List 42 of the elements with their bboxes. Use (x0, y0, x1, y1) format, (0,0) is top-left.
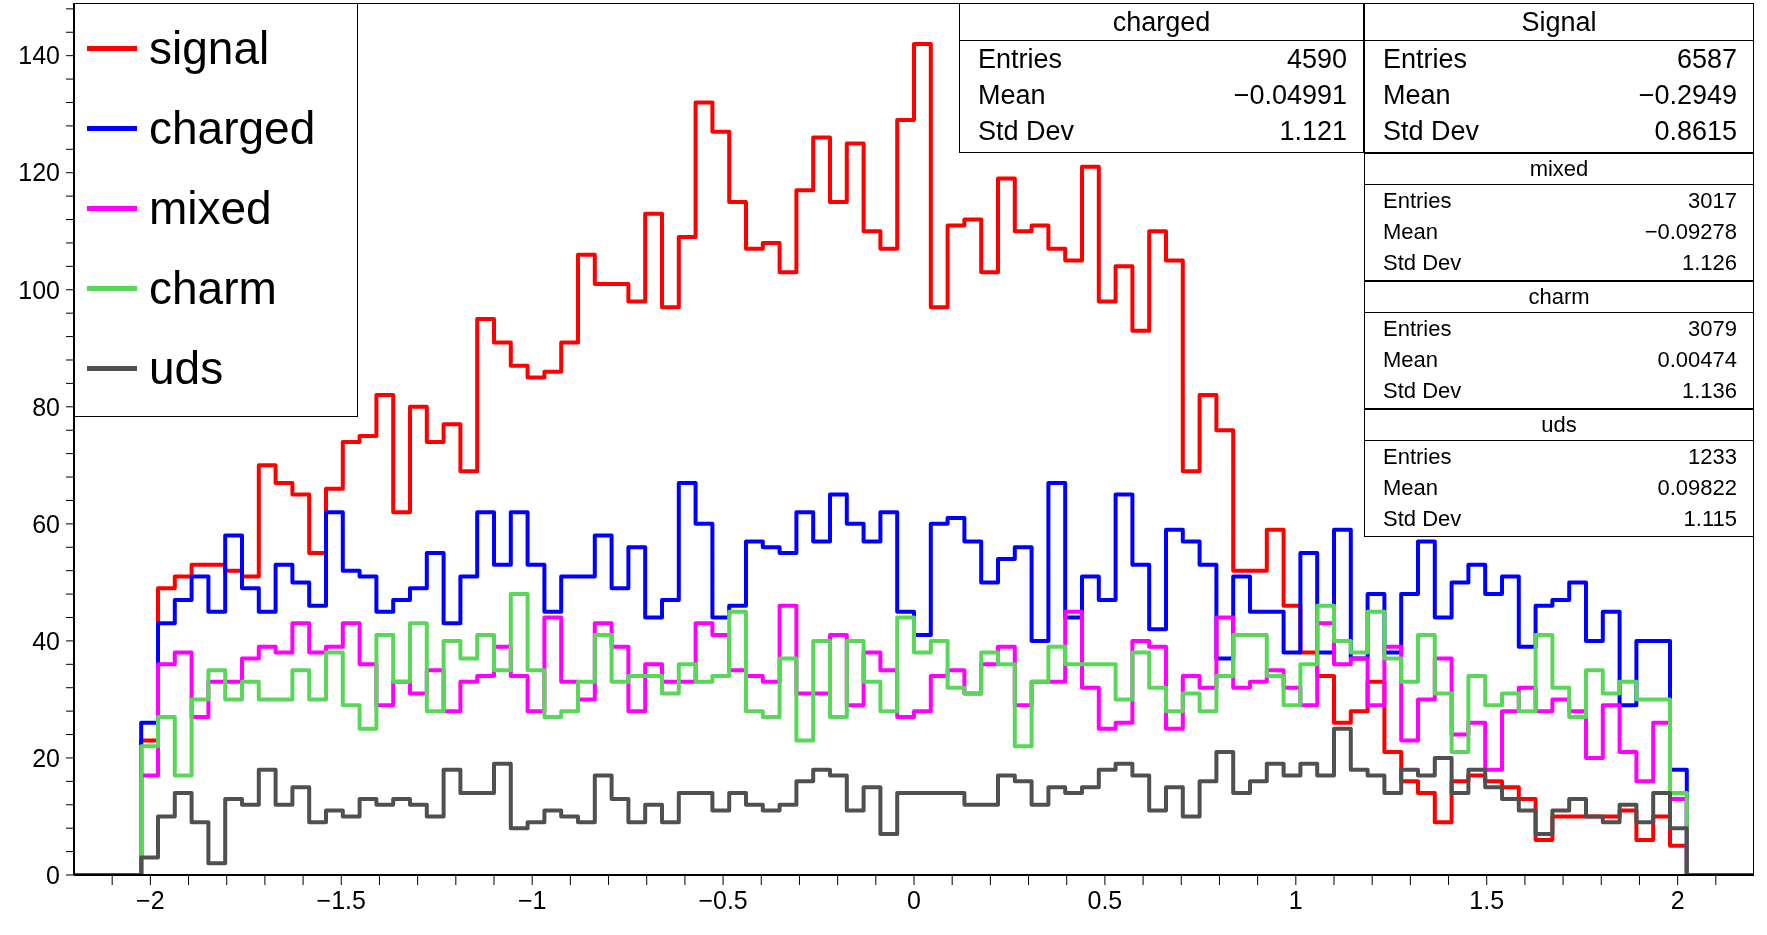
x-tick-label: −1.5 (316, 886, 366, 914)
y-tick-label: 120 (18, 158, 60, 187)
text: Mean −0.04991 (978, 80, 1347, 110)
y-tick-label: 0 (46, 860, 60, 889)
legend-label: mixed (149, 182, 272, 234)
y-tick-label: 40 (32, 626, 60, 655)
y-tick-label: 20 (32, 743, 60, 772)
text: Std Dev 0.8615 (1383, 116, 1737, 146)
text: Mean 0.00474 (1383, 347, 1737, 372)
text: Mean −0.2949 (1383, 80, 1737, 110)
annotation: uds (1365, 410, 1753, 441)
text: Std Dev 1.126 (1383, 250, 1737, 275)
text: Std Dev 1.115 (1383, 506, 1737, 531)
x-tick-label: 0 (907, 886, 921, 914)
text: Entries 3017 (1383, 188, 1737, 213)
y-tick-label: 60 (32, 509, 60, 538)
legend-label: signal (149, 22, 270, 74)
x-tick-label: 1.5 (1469, 886, 1505, 914)
x-tick-label: 0.5 (1087, 886, 1123, 914)
text: Entries 6587 (1383, 44, 1737, 74)
x-tick-label: 1 (1288, 886, 1303, 914)
text: Entries 3079 (1383, 316, 1737, 341)
legend-label: uds (149, 342, 224, 394)
text: Mean 0.09822 (1383, 475, 1737, 500)
annotation: charm (1365, 282, 1753, 313)
x-tick-label: −2 (136, 886, 165, 914)
y-tick-label: 100 (18, 275, 60, 304)
annotation: mixed (1365, 154, 1753, 185)
y-tick-label: 80 (32, 392, 60, 421)
annotation: Signal (1365, 4, 1753, 41)
x-tick-label: 2 (1670, 886, 1685, 914)
text: Std Dev 1.121 (978, 116, 1347, 146)
legend-label: charm (149, 262, 277, 314)
text: Entries 4590 (978, 44, 1347, 74)
y-tick-label: 140 (18, 41, 60, 70)
text: Mean −0.09278 (1383, 219, 1737, 244)
text: Std Dev 1.136 (1383, 378, 1737, 403)
x-tick-label: −1 (517, 886, 547, 914)
legend-label: charged (149, 102, 316, 154)
x-tick-label: −0.5 (698, 886, 748, 914)
text: Entries 1233 (1383, 444, 1737, 469)
annotation: charged (960, 4, 1363, 41)
